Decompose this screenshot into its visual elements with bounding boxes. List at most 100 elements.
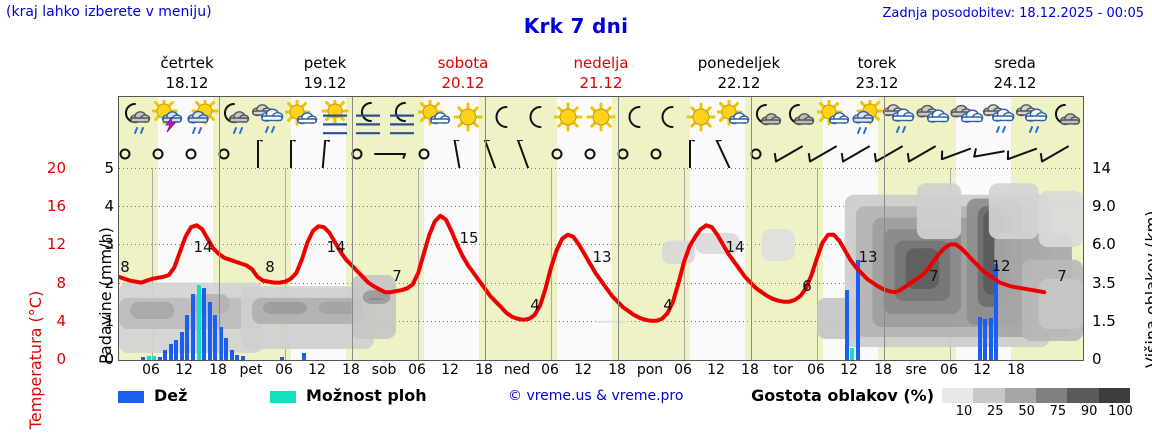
x-tick-label-14: 18 [608, 362, 626, 378]
temperature-precipitation-graph: 8 14 8 14 7 15 4 13 4 14 6 13 7 12 7 [119, 168, 1083, 360]
x-tick-label-24: 06 [940, 362, 958, 378]
precipitation-bar [280, 357, 284, 360]
x-tick-label-8: 06 [408, 362, 426, 378]
x-tick-label-4: 06 [275, 362, 293, 378]
x-tick-label-11: ned [503, 362, 531, 378]
cloud-icon [950, 100, 984, 136]
cloud-height-tick-4: 1.5 [1092, 311, 1116, 330]
wind-barb [872, 140, 906, 168]
wind-barb [307, 138, 341, 170]
rain-legend-swatch [118, 391, 144, 403]
day-date: 23.12 [855, 74, 899, 92]
wind-barb [373, 140, 407, 168]
sun-cloud-rain-icon [850, 97, 884, 136]
moon-cloud-rain-icon [119, 100, 153, 136]
precipitation-bar [856, 259, 860, 360]
precipitation-bar [174, 340, 178, 360]
day-header-5: torek 23.12 [808, 53, 946, 95]
moon-fog-icon [385, 100, 419, 136]
precipitation-tick-3: 2 [104, 273, 114, 292]
sun-icon [684, 100, 718, 136]
night-shading-3 [479, 168, 557, 360]
wind-barb [739, 140, 773, 168]
wind-barb [141, 140, 175, 168]
temperature-value-label: 4 [530, 296, 540, 314]
precipitation-bar [163, 349, 167, 360]
day-date: 20.12 [441, 74, 485, 92]
x-tick-label-6: 18 [342, 362, 360, 378]
day-name: četrtek [160, 54, 214, 72]
wind-barb [939, 140, 973, 168]
wind-barb [119, 140, 142, 168]
cloud-density-swatch-1 [973, 388, 1005, 403]
precipitation-bar [185, 315, 189, 360]
cloud-density-color-scale [942, 388, 1130, 403]
midday-gridline-1 [285, 168, 286, 360]
temperature-axis-title: Temperatura (°C) [6, 170, 45, 429]
wind-barb [274, 138, 308, 170]
precipitation-tick-1: 4 [104, 197, 114, 216]
cloud-density-tick-2: 50 [1018, 404, 1035, 419]
precipitation-bar [152, 356, 156, 360]
wind-barb [573, 140, 607, 168]
day-name: petek [303, 54, 347, 72]
sun-cloud-icon [815, 98, 851, 136]
cloud-rain-icon [982, 100, 1017, 136]
sun-icon [451, 100, 485, 136]
precipitation-bar [219, 326, 223, 360]
cloud-height-tick-5: 0 [1092, 350, 1102, 368]
day-header-0: četrtek 18.12 [118, 53, 256, 95]
precipitation-bar [978, 317, 982, 360]
wind-barb [1005, 140, 1039, 168]
wind-barb [473, 138, 507, 170]
precipitation-bar [213, 315, 217, 360]
temperature-value-label: 14 [193, 238, 213, 256]
x-tick-label-26: 18 [1007, 362, 1025, 378]
wind-barb [972, 140, 1006, 168]
moon-cloud-icon [750, 100, 784, 136]
temperature-value-label: 4 [663, 296, 673, 314]
temperature-tick-4: 4 [56, 311, 66, 330]
day-header-row: četrtek 18.12 petek 19.12 sobota 20.12 nedelja… [118, 53, 1084, 95]
temperature-tick-5: 0 [56, 350, 66, 368]
wind-barb [540, 140, 574, 168]
cloud-density-swatch-2 [1004, 388, 1036, 403]
chart-legend: Dež Možnost ploh © vreme.us & vreme.pro … [118, 386, 1152, 426]
cloud-density-tick-4: 90 [1080, 404, 1098, 419]
cloud-density-legend-label: Gostota oblakov (%) [751, 386, 934, 405]
x-tick-label-9: 12 [441, 362, 459, 378]
x-tick-label-13: 12 [574, 362, 592, 378]
day-header-1: petek 19.12 [256, 53, 394, 95]
x-tick-label-2: 18 [209, 362, 227, 378]
moon-icon [617, 100, 651, 136]
sun-cloud-icon [416, 98, 452, 136]
night-shading-5 [745, 168, 823, 360]
cloud-density-swatch-0 [942, 388, 974, 403]
day-date: 18.12 [165, 74, 209, 92]
precipitation-bar [180, 332, 184, 360]
x-tick-label-12: 06 [541, 362, 559, 378]
midday-gridline-0 [152, 168, 153, 360]
wind-barb [407, 140, 441, 168]
temperature-tick-0: 20 [46, 159, 66, 177]
temperature-tick-1: 16 [46, 197, 66, 216]
h-gridline-4 [119, 168, 1083, 169]
day-header-4: ponedeljek 22.12 [670, 53, 808, 95]
sun-cloud-thunder-icon [150, 97, 186, 136]
wind-barb [806, 140, 840, 168]
copyright-link[interactable]: © vreme.us & vreme.pro [508, 388, 684, 404]
temperature-value-label: 7 [929, 267, 939, 285]
temperature-value-label: 13 [592, 248, 612, 266]
moon-fog-icon [351, 100, 385, 136]
day-date: 22.12 [717, 74, 761, 92]
day-date: 24.12 [993, 74, 1037, 92]
wind-barb [772, 140, 806, 168]
temperature-value-label: 7 [1057, 267, 1067, 285]
day-name: ponedeljek [697, 54, 781, 72]
precipitation-bar [202, 288, 206, 360]
day-name: nedelja [573, 54, 629, 72]
moon-cloud-icon [783, 100, 817, 136]
moon-icon [650, 100, 684, 136]
wind-barb [174, 140, 208, 168]
temperature-value-label: 15 [459, 229, 479, 247]
